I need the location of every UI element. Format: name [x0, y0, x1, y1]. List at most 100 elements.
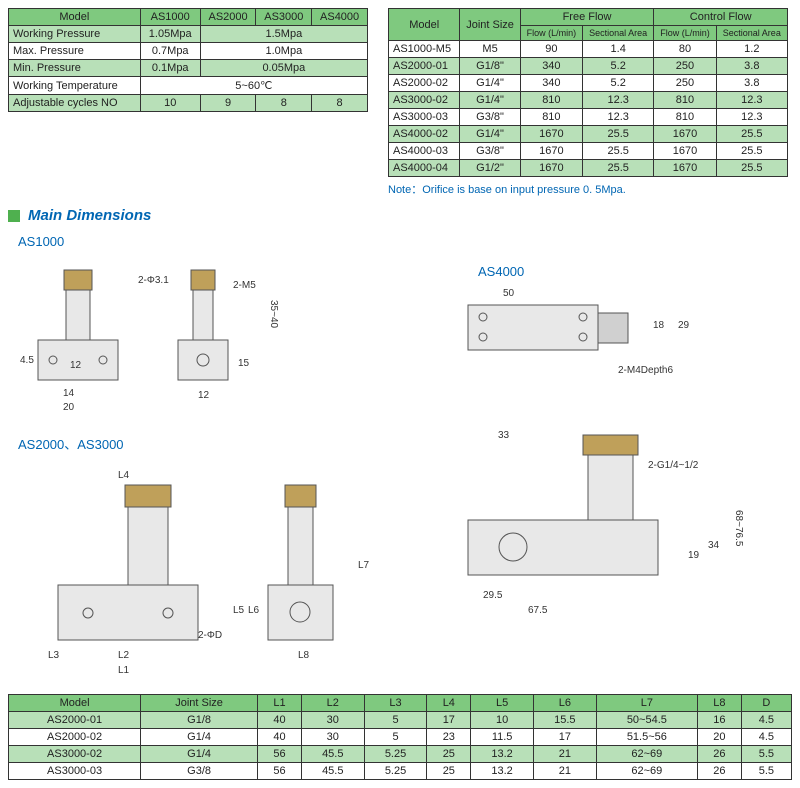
dim-as1000-7: 15: [238, 358, 249, 369]
flow-cell: 25.5: [583, 126, 654, 143]
dim-as23-5: L2: [118, 650, 129, 661]
dim-as23-3: L6: [248, 605, 259, 616]
spec-cell: 1.0Mpa: [200, 43, 367, 60]
dim-cell: 56: [258, 763, 302, 780]
flow-cell: AS2000-02: [389, 75, 460, 92]
dim-cell: 4.5: [741, 729, 791, 746]
dim-cell: 40: [258, 729, 302, 746]
dim-cell: 13.2: [471, 763, 534, 780]
dim-cell: 25: [427, 763, 471, 780]
dim-cell: 30: [301, 729, 364, 746]
dim-cell: 5.5: [741, 746, 791, 763]
dim-cell: 45.5: [301, 763, 364, 780]
flow-cell: 810: [654, 109, 716, 126]
dim-cell: G3/8: [141, 763, 258, 780]
flow-cell: 1670: [520, 143, 582, 160]
flow-cell: 810: [520, 109, 582, 126]
dim-cell: 15.5: [533, 712, 596, 729]
dim-header-cell: L2: [301, 695, 364, 712]
flow-cell: AS1000-M5: [389, 41, 460, 58]
dim-header-cell: D: [741, 695, 791, 712]
flow-cell: 12.3: [716, 92, 787, 109]
flow-cell: AS4000-02: [389, 126, 460, 143]
spec-row-label: Max. Pressure: [9, 43, 141, 60]
dimensions-table: ModelJoint SizeL1L2L3L4L5L6L7L8DAS2000-0…: [8, 694, 792, 780]
dim-as1000-4: 12: [70, 360, 81, 371]
dim-cell: 20: [697, 729, 741, 746]
spec-cell: 0.05Mpa: [200, 60, 367, 77]
flow-cell: AS3000-03: [389, 109, 460, 126]
dim-cell: 16: [697, 712, 741, 729]
flow-table: ModelJoint SizeFree FlowControl FlowFlow…: [388, 8, 788, 177]
dim-header-cell: Model: [9, 695, 141, 712]
dim-as4000-4: 33: [498, 430, 509, 441]
flow-cell: G1/4": [460, 92, 520, 109]
dim-as4000-5: 2-G1/4~1/2: [648, 460, 698, 471]
dim-cell: 40: [258, 712, 302, 729]
spec-cell: 0.1Mpa: [140, 60, 200, 77]
spec-cell: 8: [312, 95, 368, 112]
flow-cell: 340: [520, 75, 582, 92]
spec-row-label: Working Temperature: [9, 77, 141, 95]
dim-cell: 5: [364, 729, 427, 746]
spec-cell: 8: [256, 95, 312, 112]
spec-header-cell: Model: [9, 9, 141, 26]
dim-cell: 11.5: [471, 729, 534, 746]
dim-cell: 23: [427, 729, 471, 746]
flow-cell: G1/4": [460, 126, 520, 143]
flow-cell: 1.2: [716, 41, 787, 58]
flow-cell: 25.5: [716, 143, 787, 160]
dim-cell: 10: [471, 712, 534, 729]
dim-as1000-0: 2-Φ3.1: [138, 275, 169, 286]
top-tables-row: ModelAS1000AS2000AS3000AS4000Working Pre…: [8, 8, 792, 197]
label-as1000: AS1000: [18, 234, 64, 249]
dim-cell: 26: [697, 763, 741, 780]
spec-cell: 1.5Mpa: [200, 26, 367, 43]
flow-cell: 25.5: [716, 126, 787, 143]
dim-cell: G1/4: [141, 729, 258, 746]
dim-cell: G1/4: [141, 746, 258, 763]
flow-cell: 90: [520, 41, 582, 58]
spec-row-label: Adjustable cycles NO: [9, 95, 141, 112]
flow-cell: 25.5: [583, 143, 654, 160]
dim-cell: 56: [258, 746, 302, 763]
dim-as1000-1: 2-M5: [233, 280, 256, 291]
spec-row-label: Working Pressure: [9, 26, 141, 43]
spec-cell: 1.05Mpa: [140, 26, 200, 43]
flow-cell: 12.3: [716, 109, 787, 126]
spec-row-label: Min. Pressure: [9, 60, 141, 77]
flow-cell: 5.2: [583, 58, 654, 75]
dim-header-cell: L8: [697, 695, 741, 712]
flow-subheader-cell: Sectional Area: [716, 26, 787, 41]
flow-cell: G3/8": [460, 109, 520, 126]
flow-cell: 25.5: [583, 160, 654, 177]
dim-as4000-6: 68~76.5: [733, 510, 744, 546]
spec-header-cell: AS2000: [200, 9, 256, 26]
flow-cell: 80: [654, 41, 716, 58]
dim-header-cell: L7: [596, 695, 697, 712]
dim-cell: 30: [301, 712, 364, 729]
flow-cell: 5.2: [583, 75, 654, 92]
flow-cell: M5: [460, 41, 520, 58]
flow-table-wrap: ModelJoint SizeFree FlowControl FlowFlow…: [388, 8, 788, 197]
dim-header-cell: Joint Size: [141, 695, 258, 712]
dim-header-cell: L4: [427, 695, 471, 712]
dim-as1000-6: 20: [63, 402, 74, 413]
flow-cell: 1670: [520, 160, 582, 177]
dim-cell: AS2000-02: [9, 729, 141, 746]
spec-header-cell: AS4000: [312, 9, 368, 26]
section-title-text: Main Dimensions: [28, 207, 151, 224]
diagram-as1000: [18, 250, 278, 400]
flow-cell: 25.5: [716, 160, 787, 177]
flow-subheader-cell: Sectional Area: [583, 26, 654, 41]
flow-cell: AS3000-02: [389, 92, 460, 109]
spec-header-cell: AS3000: [256, 9, 312, 26]
flow-cell: 250: [654, 58, 716, 75]
dim-cell: 17: [427, 712, 471, 729]
label-as4000: AS4000: [478, 264, 524, 279]
spec-cell: 5~60℃: [140, 77, 367, 95]
flow-header-cell: Control Flow: [654, 9, 788, 26]
dim-cell: 5.25: [364, 763, 427, 780]
dim-cell: 5.5: [741, 763, 791, 780]
flow-cell: 12.3: [583, 92, 654, 109]
